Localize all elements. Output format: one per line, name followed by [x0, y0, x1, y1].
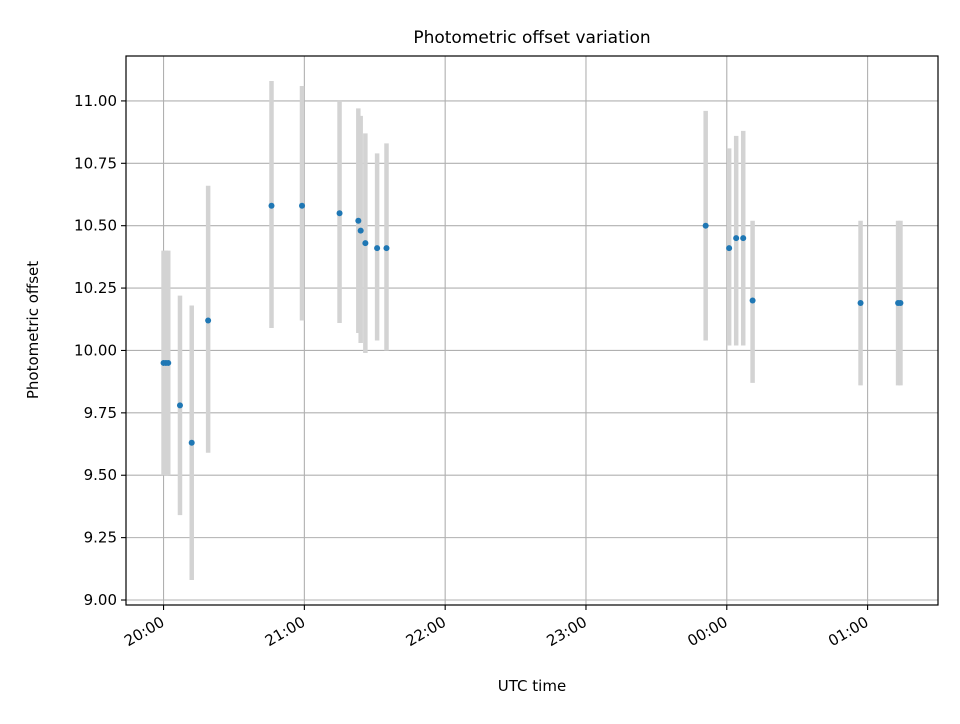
data-point	[383, 245, 390, 252]
data-point	[726, 245, 733, 252]
data-point	[740, 235, 747, 242]
data-point	[749, 297, 756, 304]
y-tick-label: 10.00	[74, 341, 117, 359]
y-tick-label: 10.75	[74, 154, 117, 172]
data-point	[362, 240, 369, 247]
data-point	[188, 439, 195, 446]
data-point	[205, 317, 212, 324]
data-point	[733, 235, 740, 242]
x-axis-label: UTC time	[498, 677, 566, 695]
data-point	[897, 300, 904, 307]
data-point	[702, 222, 709, 229]
data-point	[857, 300, 864, 307]
data-point	[357, 227, 364, 234]
plot-frame	[125, 55, 939, 606]
data-point	[176, 402, 183, 409]
y-tick-label: 10.50	[74, 217, 117, 235]
data-point	[165, 359, 172, 366]
y-tick-label: 9.25	[84, 529, 117, 547]
data-point	[374, 245, 381, 252]
chart-title: Photometric offset variation	[413, 28, 650, 48]
data-point	[268, 202, 275, 209]
y-tick-label: 9.50	[84, 466, 117, 484]
y-axis-label: Photometric offset	[24, 261, 42, 399]
y-tick-label: 10.25	[74, 279, 117, 297]
data-point	[336, 210, 343, 217]
y-tick-label: 11.00	[74, 92, 117, 110]
y-axis-ticks: 9.00 9.25 9.50 9.75 10.00 10.25 10.50 10.75 11.0…	[74, 92, 126, 609]
data-point	[299, 202, 306, 209]
grid	[126, 56, 938, 605]
y-tick-label: 9.75	[84, 404, 117, 422]
data-point	[355, 217, 362, 224]
data-points	[160, 202, 904, 446]
y-tick-label: 9.00	[84, 591, 117, 609]
